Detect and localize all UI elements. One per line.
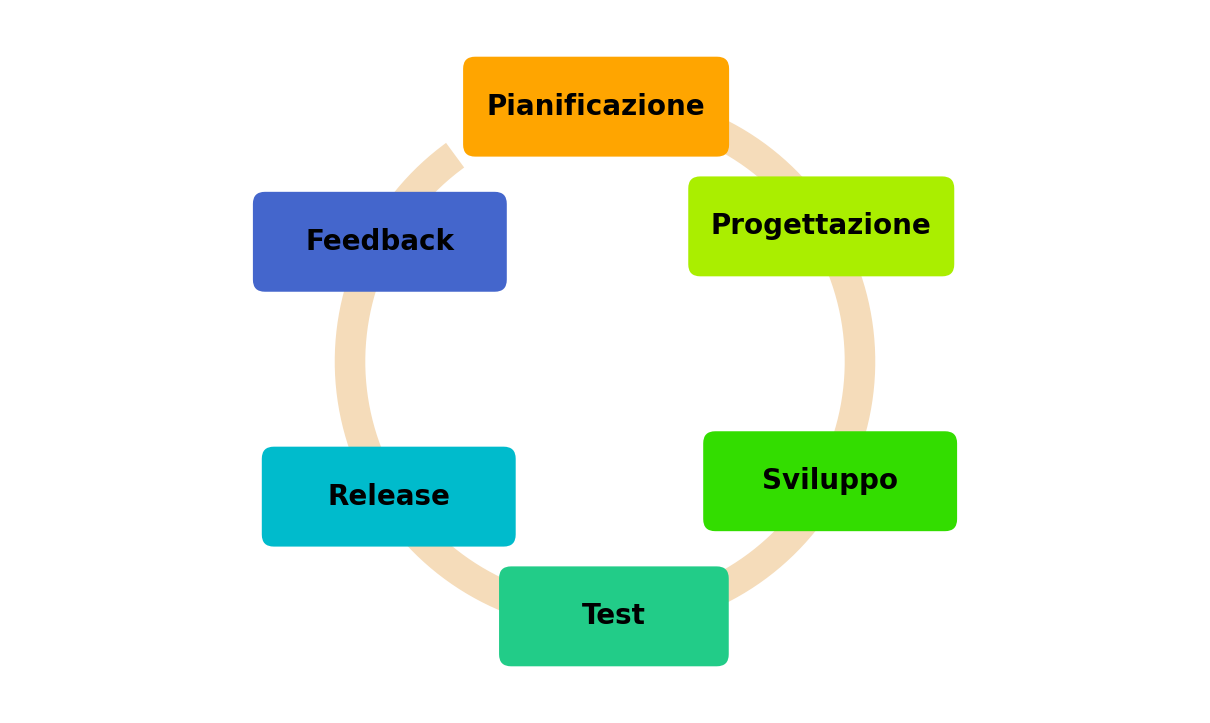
Text: Feedback: Feedback bbox=[305, 228, 454, 256]
FancyBboxPatch shape bbox=[463, 56, 730, 157]
Text: Progettazione: Progettazione bbox=[711, 213, 932, 240]
FancyBboxPatch shape bbox=[688, 176, 955, 276]
Text: Pianificazione: Pianificazione bbox=[486, 93, 705, 121]
FancyBboxPatch shape bbox=[703, 431, 957, 531]
FancyBboxPatch shape bbox=[499, 566, 728, 667]
Text: Sviluppo: Sviluppo bbox=[762, 467, 898, 495]
Text: Test: Test bbox=[582, 602, 646, 630]
Text: Release: Release bbox=[328, 483, 450, 510]
FancyBboxPatch shape bbox=[253, 192, 507, 292]
FancyBboxPatch shape bbox=[261, 447, 515, 547]
